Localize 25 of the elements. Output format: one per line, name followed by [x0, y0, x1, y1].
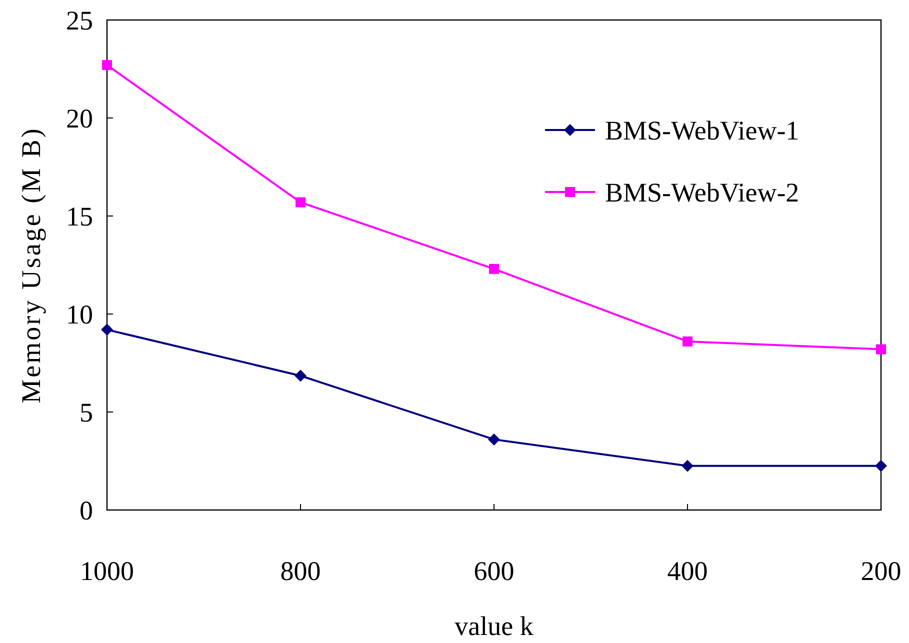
point [489, 264, 499, 274]
x-tick-label: 400 [667, 556, 708, 586]
point [294, 370, 306, 382]
point [682, 336, 692, 346]
y-axis-title: Memory Usage (M B) [16, 126, 46, 404]
point [488, 433, 500, 446]
x-tick-label: 800 [280, 556, 321, 586]
x-tick-label: 200 [860, 556, 902, 586]
point [682, 460, 694, 472]
y-tick-label: 15 [66, 201, 93, 232]
x-tick-label: 600 [474, 556, 514, 586]
x-axis-title: value k [454, 611, 534, 641]
legend-label: BMS-WebView-1 [605, 115, 800, 146]
y-tick-label: 0 [80, 495, 93, 526]
y-tick-label: 5 [80, 397, 93, 428]
x-tick-label: 1000 [80, 556, 134, 586]
point [876, 344, 886, 354]
y-tick-label: 10 [66, 299, 93, 330]
point [875, 460, 887, 472]
point [296, 197, 306, 208]
legend-label: BMS-WebView-2 [605, 177, 800, 208]
point [101, 324, 113, 336]
y-tick-label: 20 [66, 103, 93, 134]
y-tick-label: 25 [66, 5, 93, 36]
point [102, 60, 112, 70]
